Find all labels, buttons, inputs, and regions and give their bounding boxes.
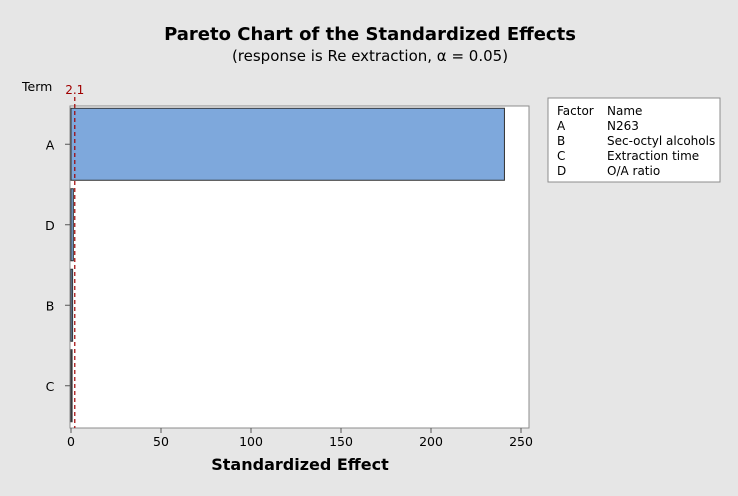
x-tick-label: 200 [419, 434, 443, 449]
y-axis-label: Term [21, 79, 52, 94]
legend-name: N263 [607, 119, 639, 133]
x-tick-label: 50 [153, 434, 169, 449]
legend-header-name: Name [607, 104, 642, 118]
reference-line-label: 2.1 [65, 83, 84, 97]
legend-header-factor: Factor [557, 104, 594, 118]
x-axis-label: Standardized Effect [211, 455, 389, 474]
legend-factor: A [557, 119, 566, 133]
legend-name: O/A ratio [607, 164, 660, 178]
legend-factor: B [557, 134, 565, 148]
legend-factor: D [557, 164, 566, 178]
legend-factor: C [557, 149, 565, 163]
chart-subtitle: (response is Re extraction, α = 0.05) [232, 47, 508, 65]
y-tick-label: A [46, 137, 55, 152]
x-tick-label: 100 [239, 434, 263, 449]
bar-c [70, 349, 73, 423]
y-tick-label: C [46, 379, 55, 394]
chart-title: Pareto Chart of the Standardized Effects [164, 24, 576, 45]
y-tick-label: D [45, 218, 55, 233]
bar-d [70, 188, 74, 262]
legend: Factor Name A N263 B Sec-octyl alcohols … [547, 97, 721, 183]
bar-a [70, 107, 505, 181]
legend-name: Sec-octyl alcohols [607, 134, 715, 148]
legend-box [547, 97, 721, 183]
y-tick-label: B [46, 298, 55, 313]
x-tick-label: 0 [67, 434, 75, 449]
legend-name: Extraction time [607, 149, 699, 163]
x-tick-label: 150 [329, 434, 353, 449]
x-tick-label: 250 [509, 434, 533, 449]
bar-b [70, 268, 74, 342]
